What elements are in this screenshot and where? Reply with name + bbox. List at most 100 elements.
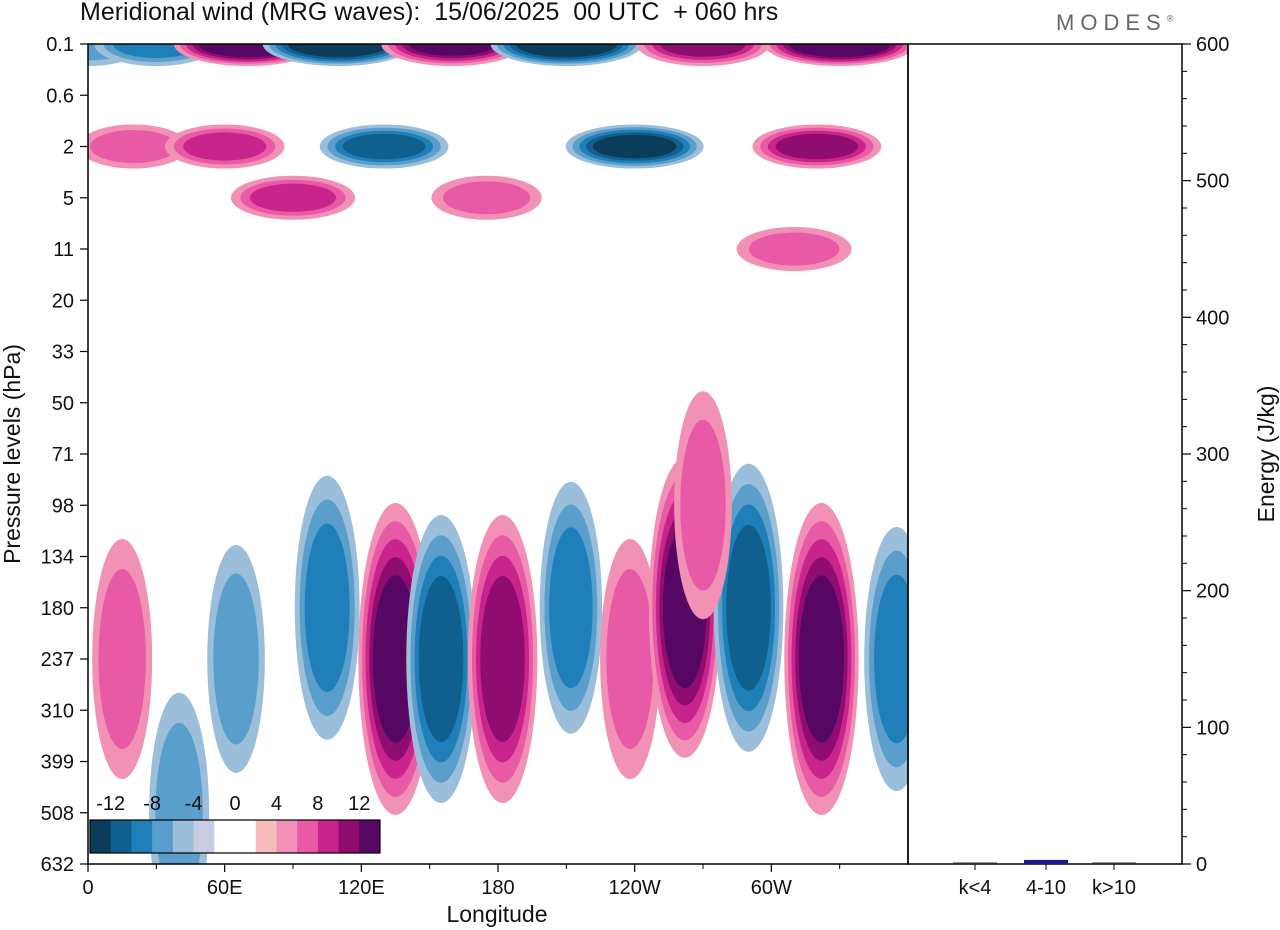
contour-cell: [164, 124, 285, 169]
colorbar-swatch: [317, 820, 340, 853]
y-tick-label: 0.1: [46, 34, 74, 56]
energy-tick-label: 300: [1196, 444, 1229, 466]
energy-tick-label: 600: [1196, 34, 1229, 56]
colorbar-label: -8: [143, 793, 161, 815]
contour-band: [342, 133, 426, 160]
contour-band: [90, 130, 178, 163]
energy-tick-label: 100: [1196, 717, 1229, 739]
y-tick-label: 2: [63, 137, 74, 159]
y-tick-label: 33: [52, 342, 74, 364]
contour-cell: [230, 175, 356, 220]
x-tick-label: 180: [481, 877, 514, 899]
contour-band: [726, 524, 771, 691]
colorbar-swatch: [338, 820, 360, 853]
colorbar-swatch: [255, 820, 277, 853]
energy-tick-label: 400: [1196, 307, 1229, 329]
contour-cell: [319, 124, 449, 169]
colorbar-label: -4: [185, 793, 203, 815]
chart-title: Meridional wind (MRG waves): 15/06/2025 …: [80, 0, 779, 26]
y-tick-label: 5: [63, 188, 74, 210]
contour-cell: [490, 44, 643, 66]
y-tick-label: 134: [41, 547, 74, 569]
contour-cell: [92, 539, 153, 779]
colorbar-swatch: [235, 820, 257, 853]
colorbar-swatch: [297, 820, 319, 853]
y-axis-label: Pressure levels (hPa): [0, 344, 25, 564]
contour-band: [606, 569, 654, 749]
contour-band: [748, 232, 840, 266]
y-tick-label: 399: [41, 752, 74, 774]
contour-cell: [381, 44, 524, 66]
colorbar: -12 -8 -4 0 4 8 12: [89, 793, 381, 854]
contour-band: [213, 573, 259, 745]
contour-cell: [864, 527, 908, 791]
colorbar-label: 8: [312, 793, 323, 815]
energy-tick-label: 200: [1196, 581, 1229, 603]
contour-cell: [207, 545, 265, 773]
contour-band: [480, 576, 525, 742]
colorbar-swatch: [193, 820, 215, 853]
y-tick-label: 50: [52, 393, 74, 415]
contour-band: [249, 183, 337, 212]
x-tick-label: 60E: [207, 877, 243, 899]
y-tick-label: 20: [52, 290, 74, 312]
contour-band: [418, 576, 464, 742]
contour-cell: [467, 515, 538, 803]
contour-cell: [406, 515, 476, 803]
modes-logo: MODES®: [1056, 10, 1174, 35]
contour-band: [522, 44, 611, 56]
contour-band: [372, 575, 419, 743]
y-tick-label: 71: [52, 444, 74, 466]
contour-band: [795, 44, 884, 56]
contour-band: [183, 132, 267, 161]
colorbar-label: 0: [229, 793, 240, 815]
x-tick-label: 120W: [609, 877, 661, 899]
colorbar-swatch: [359, 820, 381, 853]
contour-field: [88, 44, 908, 864]
energy-category-label: k<4: [959, 877, 992, 899]
contour-cell: [431, 175, 542, 220]
colorbar-swatch: [276, 820, 298, 853]
colorbar-label: 4: [271, 793, 282, 815]
colorbar-swatch: [152, 820, 174, 853]
contour-band: [294, 44, 383, 56]
contour-cell: [600, 539, 661, 779]
contour-band: [443, 181, 531, 215]
contour-band: [775, 133, 859, 160]
contour-cell: [539, 481, 603, 734]
contour-cell: [713, 463, 784, 752]
contour-band: [304, 523, 350, 693]
contour-cell: [784, 503, 859, 815]
contour-band: [409, 44, 496, 56]
contour-cell: [674, 391, 732, 620]
axes: 0.1 0.6 2 5 11 20 33 50 71 98 134 180 237 310 399 508 63…: [0, 34, 909, 927]
energy-frame: [907, 43, 1183, 865]
x-axis-label: Longitude: [446, 901, 547, 927]
colorbar-label: 12: [348, 793, 370, 815]
contour-cell: [88, 124, 189, 169]
contour-cell: [736, 227, 852, 271]
contour-band: [660, 44, 746, 57]
y-tick-label: 180: [41, 598, 74, 620]
energy-axis-label: Energy (J/kg): [1253, 386, 1279, 523]
energy-category-label: k>10: [1092, 877, 1136, 899]
colorbar-swatch: [131, 820, 153, 853]
y-tick-label: 310: [41, 700, 74, 722]
y-tick-label: 98: [52, 495, 74, 517]
contour-band: [549, 527, 593, 689]
contour-cell: [565, 124, 704, 169]
energy-tick-label: 500: [1196, 171, 1229, 193]
y-tick-label: 508: [41, 803, 74, 825]
colorbar-swatch: [90, 820, 112, 853]
contour-cell: [752, 124, 882, 169]
x-tick-label: 120E: [338, 877, 385, 899]
colorbar-swatch: [172, 820, 195, 853]
contour-band: [874, 574, 908, 744]
y-tick-label: 237: [41, 649, 74, 671]
energy-bar: [1092, 862, 1136, 864]
colorbar-label: -12: [96, 793, 125, 815]
energy-bar: [953, 862, 997, 864]
colorbar-swatch: [214, 820, 236, 853]
x-tick-label: 60W: [751, 877, 792, 899]
